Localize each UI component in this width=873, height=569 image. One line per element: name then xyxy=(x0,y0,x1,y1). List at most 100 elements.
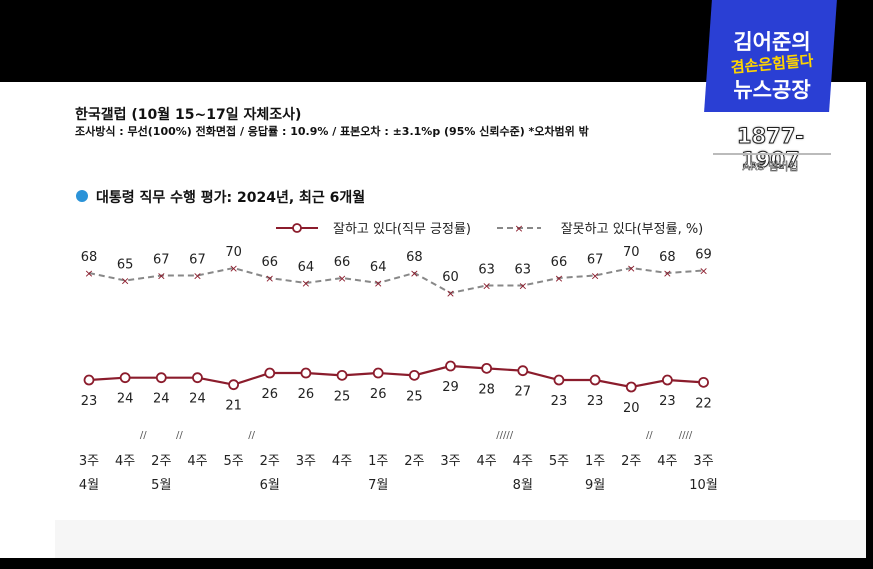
disapprove-point-1: × xyxy=(121,275,130,288)
disapprove-label-13: 66 xyxy=(551,255,568,270)
disapprove-point-8: × xyxy=(374,277,383,290)
approve-label-7: 25 xyxy=(334,389,351,404)
approve-point-14 xyxy=(589,374,601,386)
x-tick-month-4: 8월 xyxy=(513,478,533,493)
legend-approve-label: 잘하고 있다(직무 긍정률) xyxy=(333,222,471,237)
x-tick-week-17: 3주 xyxy=(693,454,713,469)
disapprove-point-5: × xyxy=(265,272,274,285)
ars-membership-label: ARS 멤버십 xyxy=(742,160,799,174)
approve-label-11: 28 xyxy=(478,382,495,397)
disapprove-label-9: 68 xyxy=(406,250,423,265)
slide-footer-band xyxy=(55,520,866,558)
chart-title: 대통령 직무 수행 평가: 2024년, 최근 6개월 xyxy=(96,190,366,206)
approve-label-13: 23 xyxy=(551,394,568,409)
approve-point-2 xyxy=(155,372,167,384)
disapprove-label-15: 70 xyxy=(623,245,640,260)
disapprove-label-1: 65 xyxy=(117,258,134,273)
approve-point-1 xyxy=(119,372,131,384)
approve-point-13 xyxy=(553,374,565,386)
disapprove-point-2: × xyxy=(157,270,166,283)
approve-label-15: 20 xyxy=(623,401,640,416)
x-tick-week-9: 2주 xyxy=(404,454,424,469)
disapprove-point-0: × xyxy=(84,267,93,280)
approve-point-15 xyxy=(625,381,637,393)
disapprove-point-6: × xyxy=(301,277,310,290)
x-tick-week-13: 5주 xyxy=(549,454,569,469)
disapprove-point-14: × xyxy=(590,270,599,283)
disapprove-point-12: × xyxy=(518,280,527,293)
approve-label-9: 25 xyxy=(406,389,423,404)
right-black-bar xyxy=(866,0,873,569)
x-tick-week-15: 2주 xyxy=(621,454,641,469)
approve-label-12: 27 xyxy=(515,385,532,400)
x-tick-week-0: 3주 xyxy=(79,454,99,469)
ars-divider xyxy=(713,153,831,155)
x-tick-week-2: 2주 xyxy=(151,454,171,469)
legend-approve-marker xyxy=(292,223,302,233)
x-tick-week-6: 3주 xyxy=(296,454,316,469)
disapprove-label-3: 67 xyxy=(189,253,206,268)
approve-label-16: 23 xyxy=(659,394,676,409)
disapprove-point-9: × xyxy=(410,267,419,280)
x-tick-week-4: 5주 xyxy=(223,454,243,469)
disapprove-label-14: 67 xyxy=(587,253,604,268)
x-tick-week-1: 4주 xyxy=(115,454,135,469)
disapprove-label-12: 63 xyxy=(515,263,532,278)
disapprove-point-13: × xyxy=(554,272,563,285)
axis-break-4: // xyxy=(646,430,653,441)
disapprove-label-4: 70 xyxy=(225,245,242,260)
disapprove-point-3: × xyxy=(193,270,202,283)
approve-point-4 xyxy=(228,379,240,391)
disapprove-label-7: 66 xyxy=(334,255,351,270)
approve-label-5: 26 xyxy=(261,387,278,402)
disapprove-label-2: 67 xyxy=(153,253,170,268)
legend-disapprove-label: 잘못하고 있다(부정률, %) xyxy=(561,222,704,237)
approve-point-7 xyxy=(336,369,348,381)
disapprove-point-15: × xyxy=(627,262,636,275)
legend-disapprove-marker: × xyxy=(514,222,523,235)
x-tick-month-3: 7월 xyxy=(368,478,388,493)
disapprove-label-6: 64 xyxy=(298,260,315,275)
x-tick-week-8: 1주 xyxy=(368,454,388,469)
approve-point-11 xyxy=(481,362,493,374)
program-logo-line3: 뉴스공장 xyxy=(733,78,811,102)
approve-label-17: 22 xyxy=(695,396,712,411)
survey-title: 한국갤럽 (10월 15~17일 자체조사) xyxy=(75,107,302,123)
program-logo-line1: 김어준의 xyxy=(733,30,811,54)
disapprove-series-line xyxy=(88,266,704,295)
disapprove-point-16: × xyxy=(663,267,672,280)
x-tick-month-5: 9월 xyxy=(585,478,605,493)
axis-break-5: //// xyxy=(679,430,693,441)
disapprove-label-17: 69 xyxy=(695,248,712,263)
approve-label-0: 23 xyxy=(81,394,98,409)
approve-point-10 xyxy=(445,360,456,372)
slide-card xyxy=(55,82,866,558)
disapprove-label-10: 60 xyxy=(442,270,459,285)
disapprove-point-7: × xyxy=(337,272,346,285)
axis-break-3: ///// xyxy=(496,430,513,441)
approve-point-6 xyxy=(300,367,312,379)
disapprove-label-11: 63 xyxy=(478,263,495,278)
disapprove-label-0: 68 xyxy=(81,250,98,265)
disapprove-label-16: 68 xyxy=(659,250,676,265)
x-tick-week-3: 4주 xyxy=(187,454,207,469)
disapprove-label-5: 66 xyxy=(261,255,278,270)
x-tick-month-1: 5월 xyxy=(151,478,171,493)
approve-point-8 xyxy=(372,367,384,379)
x-tick-week-16: 4주 xyxy=(657,454,677,469)
axis-break-1: // xyxy=(176,430,183,441)
approve-point-0 xyxy=(83,374,95,386)
approve-label-4: 21 xyxy=(225,399,242,414)
x-tick-month-0: 4월 xyxy=(79,478,99,493)
approve-label-6: 26 xyxy=(298,387,315,402)
disapprove-point-11: × xyxy=(482,280,491,293)
approve-series-line xyxy=(88,364,704,389)
x-tick-month-6: 10월 xyxy=(689,478,718,493)
ars-phone-number: 1877-1907 xyxy=(736,124,805,173)
approve-point-17 xyxy=(698,376,709,388)
approve-label-1: 24 xyxy=(117,392,134,407)
approve-point-3 xyxy=(192,372,203,384)
approve-label-2: 24 xyxy=(153,392,170,407)
survey-method: 조사방식 : 무선(100%) 전화면접 / 응답률 : 10.9% / 표본오… xyxy=(75,125,589,138)
x-tick-week-14: 1주 xyxy=(585,454,605,469)
